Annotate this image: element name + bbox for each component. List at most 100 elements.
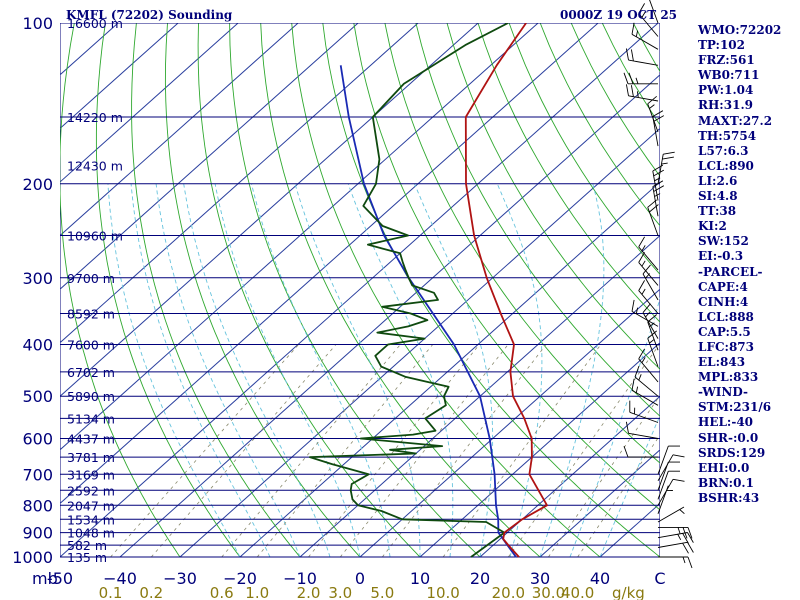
index-item: BRN:0.1 — [698, 475, 754, 490]
isotherm-line — [359, 288, 660, 558]
index-item: WB0:711 — [698, 68, 760, 83]
wind-barb — [657, 532, 694, 544]
index-item: TP:102 — [698, 38, 746, 53]
wind-barb — [657, 485, 673, 514]
index-item: SI:4.8 — [698, 189, 738, 204]
wind-barb — [658, 526, 693, 539]
index-item: PW:1.04 — [698, 83, 754, 98]
index-item: STM:231/6 — [698, 400, 772, 415]
temperature-tick-label: 30 — [530, 569, 550, 588]
index-item: LCL:888 — [698, 309, 754, 324]
mixing-ratio-label: 40.0 — [561, 584, 594, 600]
height-label: 2047 m — [67, 498, 115, 513]
height-label: 3169 m — [67, 467, 115, 482]
chart-grid — [60, 23, 660, 558]
mixing-ratio-line — [442, 344, 602, 558]
temperature-tick-label: -50 — [47, 569, 73, 588]
wind-barb — [658, 556, 693, 569]
index-item: RH:31.9 — [698, 98, 753, 113]
mixing-ratio-line — [548, 394, 660, 558]
wind-barb — [625, 84, 659, 102]
mixing-ratio-line — [577, 434, 660, 558]
height-label: 5134 m — [67, 411, 115, 426]
moist-adiabat — [214, 183, 361, 558]
dry-adiabat — [291, 23, 601, 558]
wind-barb — [657, 478, 685, 506]
pressure-label: 300 — [22, 269, 53, 288]
wind-barb — [631, 378, 659, 406]
wind-barb — [629, 400, 659, 423]
wind-barb — [638, 3, 659, 37]
index-item: WMO:72202 — [698, 23, 782, 37]
mixing-ratio-label: 0.1 — [99, 584, 123, 600]
index-item: -PARCEL- — [698, 264, 763, 279]
mixing-ratio-line — [339, 344, 509, 558]
height-label: 4437 m — [67, 432, 115, 447]
isotherm-line — [60, 23, 419, 344]
wind-barb — [638, 280, 659, 314]
mixing-ratio-label: 1.0 — [245, 584, 269, 600]
index-item: SRDS:129 — [698, 445, 766, 460]
station-title: KMFL (72202) Sounding — [66, 8, 233, 22]
wind-barbs — [623, 0, 694, 569]
wind-barb — [657, 151, 675, 184]
index-item: SW:152 — [698, 234, 749, 249]
isotherm-line — [299, 234, 660, 558]
index-item: HEL:-40 — [698, 415, 754, 430]
wind-barb — [631, 299, 659, 327]
index-item: LFC:873 — [698, 339, 754, 354]
temperature-tick-label: −20 — [223, 569, 257, 588]
temperature-tick-label: 40 — [590, 569, 610, 588]
wind-barb — [657, 445, 680, 475]
isotherm-line — [60, 23, 599, 505]
height-label: 5890 m — [67, 389, 115, 404]
height-label: 14220 m — [67, 110, 123, 125]
dry-adiabat — [95, 23, 241, 558]
mixing-ratio-label: 10.0 — [426, 584, 459, 600]
mixing-ratio-label: 3.0 — [328, 584, 352, 600]
pressure-label: 400 — [22, 336, 53, 355]
pressure-label: 100 — [22, 14, 53, 33]
isotherm-line — [60, 23, 539, 451]
height-label: 2592 m — [67, 483, 115, 498]
wind-barb — [625, 421, 659, 439]
index-item: KI:2 — [698, 219, 727, 234]
temperature-tick-label: −10 — [283, 569, 317, 588]
isotherm-line — [539, 449, 660, 558]
wind-barb — [638, 252, 659, 286]
sounding-profiles — [309, 23, 548, 558]
mixing-ratio-line — [150, 344, 337, 558]
index-item: CAPE:4 — [698, 279, 748, 294]
mixing-ratio-unit: g/kg — [612, 584, 645, 600]
isotherm-line — [119, 74, 660, 558]
wind-barb — [638, 236, 659, 271]
index-item: MAXT:27.2 — [698, 113, 773, 128]
wind-barb — [657, 454, 685, 482]
height-label: 10960 m — [67, 228, 123, 243]
parcel-trace — [339, 65, 517, 558]
dry-adiabat — [353, 23, 660, 511]
index-item: L57:6.3 — [698, 143, 749, 158]
dry-adiabat — [229, 23, 481, 558]
wind-barb — [649, 0, 659, 24]
pressure-label: 200 — [22, 175, 53, 194]
pressure-label: 1000 — [12, 548, 53, 567]
temperature-tick-label: 10 — [410, 569, 430, 588]
isotherm-line — [479, 395, 660, 558]
height-label: 582 m — [67, 538, 107, 553]
index-item: LI:2.6 — [698, 173, 738, 188]
moist-adiabat — [183, 183, 331, 558]
height-label: 6702 m — [67, 365, 115, 380]
height-label: 8592 m — [67, 307, 115, 322]
index-item: TH:5754 — [698, 128, 757, 143]
dry-adiabat — [131, 23, 301, 558]
height-label: 135 m — [67, 550, 107, 565]
wind-barb — [623, 72, 658, 85]
index-item: LCL:890 — [698, 158, 754, 173]
wind-barb — [631, 22, 659, 50]
wind-barb — [638, 348, 659, 383]
index-item: -WIND- — [698, 385, 748, 400]
mixing-ratio-label: 2.0 — [297, 584, 321, 600]
mixing-ratio-label: 30.0 — [532, 584, 565, 600]
